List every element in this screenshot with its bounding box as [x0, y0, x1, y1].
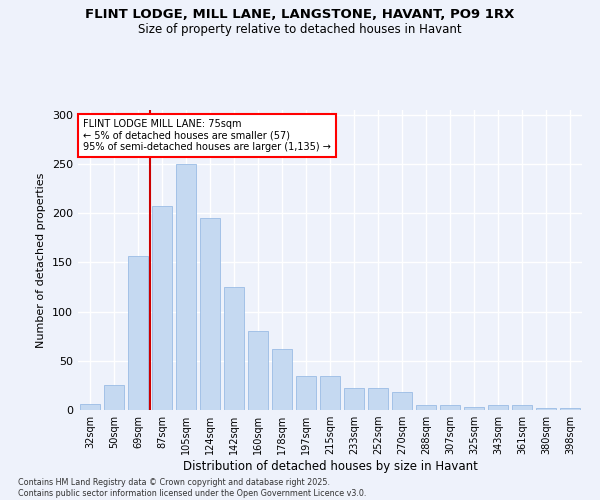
Bar [296, 376, 316, 410]
Bar [80, 404, 100, 410]
Bar [224, 287, 244, 410]
Y-axis label: Number of detached properties: Number of detached properties [37, 172, 46, 348]
Text: FLINT LODGE MILL LANE: 75sqm
← 5% of detached houses are smaller (57)
95% of sem: FLINT LODGE MILL LANE: 75sqm ← 5% of det… [83, 119, 331, 152]
Bar [536, 408, 556, 410]
Bar [272, 349, 292, 410]
Text: FLINT LODGE, MILL LANE, LANGSTONE, HAVANT, PO9 1RX: FLINT LODGE, MILL LANE, LANGSTONE, HAVAN… [85, 8, 515, 20]
Bar [416, 405, 436, 410]
Bar [344, 388, 364, 410]
Bar [152, 206, 172, 410]
Text: Size of property relative to detached houses in Havant: Size of property relative to detached ho… [138, 22, 462, 36]
Bar [200, 218, 220, 410]
Bar [440, 405, 460, 410]
Text: Contains HM Land Registry data © Crown copyright and database right 2025.
Contai: Contains HM Land Registry data © Crown c… [18, 478, 367, 498]
Bar [368, 388, 388, 410]
X-axis label: Distribution of detached houses by size in Havant: Distribution of detached houses by size … [182, 460, 478, 473]
Bar [392, 392, 412, 410]
Bar [464, 407, 484, 410]
Bar [512, 405, 532, 410]
Bar [320, 376, 340, 410]
Bar [176, 164, 196, 410]
Bar [560, 408, 580, 410]
Bar [128, 256, 148, 410]
Bar [104, 386, 124, 410]
Bar [248, 332, 268, 410]
Bar [488, 405, 508, 410]
